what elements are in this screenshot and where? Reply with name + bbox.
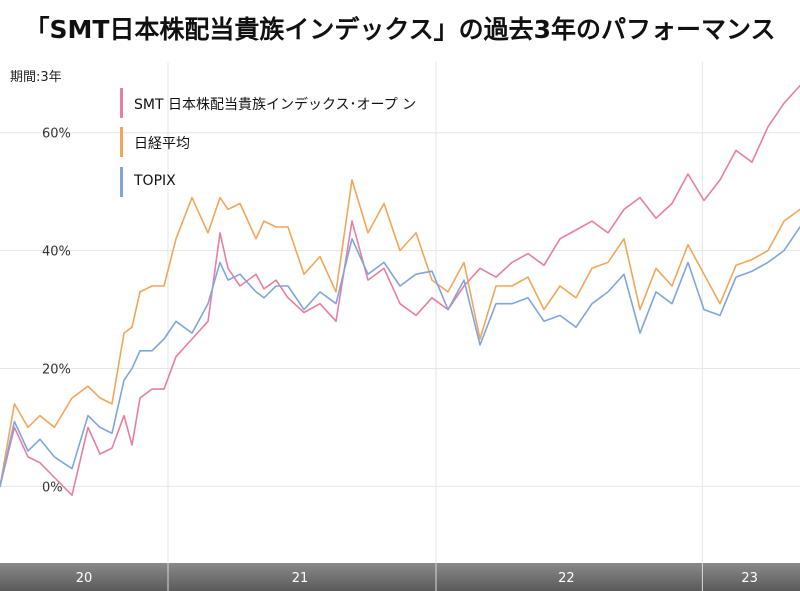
series-line-0 xyxy=(0,84,800,496)
x-axis-band xyxy=(0,563,800,591)
legend-label-smt: SMT 日本株配当貴族インデックス･オープ ン xyxy=(134,97,417,113)
x-tick-label-2: 22 xyxy=(558,571,575,586)
y-tick-label-0: 0% xyxy=(42,480,63,495)
legend-swatch-smt xyxy=(120,88,123,118)
y-tick-label-3: 60% xyxy=(42,127,71,142)
y-tick-label-2: 40% xyxy=(42,245,71,260)
legend-swatch-nikkei xyxy=(120,127,123,157)
legend-label-nikkei: 日経平均 xyxy=(134,136,190,152)
legend-swatch-topix xyxy=(120,167,123,197)
page-title: 「SMT日本株配当貴族インデックス」の過去3年のパフォーマンス xyxy=(24,15,776,44)
x-tick-label-3: 23 xyxy=(741,571,758,586)
period-label: 期間:3年 xyxy=(10,70,62,85)
series-line-2 xyxy=(0,226,800,488)
x-tick-label-1: 21 xyxy=(292,571,309,586)
legend-label-topix: TOPIX xyxy=(134,173,176,189)
y-tick-label-1: 20% xyxy=(42,362,71,377)
x-tick-label-0: 20 xyxy=(76,571,93,586)
series-line-1 xyxy=(0,179,800,488)
